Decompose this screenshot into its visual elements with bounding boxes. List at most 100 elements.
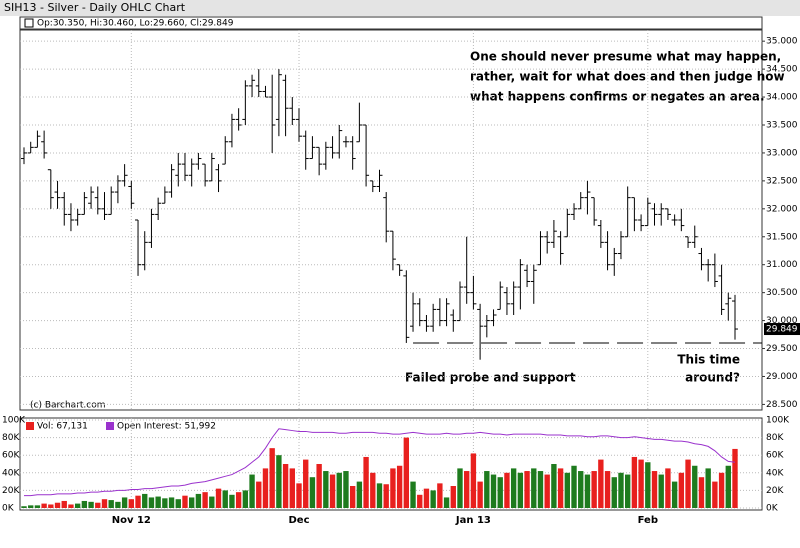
annotation: rather, wait for what does and then judg… — [470, 70, 785, 84]
volume-bar — [376, 483, 383, 508]
volume-bar — [162, 498, 168, 508]
annotation: One should never presume what may happen… — [470, 50, 781, 64]
x-tick-label: Feb — [638, 515, 658, 526]
volume-bar — [437, 483, 443, 508]
x-tick-label: Jan 13 — [455, 515, 491, 526]
volume-bar — [34, 505, 41, 508]
volume-bar — [510, 468, 517, 508]
volume-bar — [417, 494, 423, 508]
volume-bar — [557, 468, 564, 508]
oi-swatch — [106, 422, 114, 430]
volume-bar — [396, 465, 403, 508]
volume-bar — [349, 486, 356, 508]
volume-bar — [712, 481, 718, 508]
last-price-tag — [764, 323, 800, 336]
volume-bar — [403, 437, 410, 508]
volume-tick-label: 40K — [2, 468, 20, 478]
volume-bar — [698, 477, 705, 508]
volume-bar — [524, 471, 530, 508]
oi-legend: Open Interest: 51,992 — [117, 422, 216, 432]
volume-tick-label: 40K — [766, 468, 784, 478]
volume-bar — [215, 488, 222, 508]
volume-bar — [135, 495, 141, 508]
volume-bar — [497, 477, 503, 508]
x-tick-label: Dec — [289, 515, 310, 526]
volume-bar — [564, 472, 570, 508]
volume-bar — [531, 468, 537, 508]
volume-bar — [168, 497, 175, 508]
title-bar — [0, 0, 800, 16]
volume-bar — [115, 501, 121, 508]
annotation: around? — [685, 371, 740, 385]
volume-bar — [578, 471, 584, 508]
volume-bar — [504, 472, 510, 508]
volume-bar — [316, 464, 322, 508]
volume-legend: Vol: 67,131 — [37, 422, 88, 432]
y-tick-label: 33.000 — [766, 148, 798, 158]
volume-bar — [121, 497, 128, 508]
price-header — [19, 16, 763, 30]
x-tick-label: Nov 12 — [112, 515, 151, 526]
annotation: This time — [677, 353, 740, 367]
volume-bar — [229, 494, 235, 508]
volume-bar — [457, 468, 463, 508]
volume-bar — [74, 503, 81, 508]
volume-bar — [551, 464, 557, 508]
volume-bar — [430, 490, 436, 508]
volume-bar — [296, 483, 302, 508]
annotation: what happens confirms or negates an area… — [470, 90, 765, 104]
volume-bar — [256, 481, 262, 508]
y-tick-label: 31.000 — [766, 260, 798, 270]
volume-bar — [343, 471, 349, 508]
volume-tick-label: 80K — [766, 433, 784, 443]
ohlc-legend: Op:30.350, Hi:30.460, Lo:29.660, Cl:29.8… — [37, 19, 234, 29]
volume-bar — [41, 503, 47, 508]
volume-bar — [598, 459, 604, 508]
volume-bar — [21, 506, 27, 508]
volume-bar — [517, 472, 524, 508]
volume-bar — [591, 471, 597, 508]
volume-bar — [61, 500, 67, 508]
y-tick-label: 30.000 — [766, 316, 798, 326]
annotation: Failed probe and support — [405, 371, 576, 385]
volume-bar — [81, 500, 88, 508]
last-price-label: 29.849 — [766, 325, 798, 335]
volume-bar — [651, 471, 658, 508]
volume-bar — [222, 490, 228, 508]
volume-bar — [128, 499, 135, 508]
volume-tick-label: 100K — [2, 416, 26, 426]
volume-bar — [242, 490, 249, 508]
volume-bar — [718, 472, 725, 508]
volume-bar — [618, 472, 624, 508]
volume-bar — [685, 459, 691, 508]
volume-tick-label: 0K — [2, 504, 15, 514]
volume-swatch — [26, 422, 34, 430]
volume-bar — [202, 492, 208, 508]
volume-bar — [450, 486, 456, 508]
volume-bar — [155, 496, 161, 508]
volume-bar — [148, 497, 155, 508]
volume-bar — [390, 468, 396, 508]
y-tick-label: 32.500 — [766, 176, 798, 186]
y-tick-label: 34.500 — [766, 65, 798, 75]
volume-bar — [537, 471, 544, 508]
volume-tick-label: 60K — [2, 451, 20, 461]
volume-bar — [276, 455, 282, 508]
chart-title: SIH13 - Silver - Daily OHLC Chart — [4, 1, 186, 14]
volume-bar — [249, 474, 255, 508]
volume-bar — [470, 453, 477, 508]
volume-bar — [195, 493, 202, 508]
volume-tick-label: 20K — [2, 486, 20, 496]
volume-bar — [584, 474, 591, 508]
volume-bar — [54, 502, 61, 508]
y-tick-label: 32.000 — [766, 204, 798, 214]
volume-bar — [658, 474, 664, 508]
volume-bar — [631, 456, 638, 508]
volume-bar — [423, 488, 430, 508]
volume-bar — [356, 481, 363, 508]
volume-bar — [692, 465, 698, 508]
volume-bar — [671, 481, 678, 508]
volume-bar — [484, 471, 490, 508]
y-tick-label: 31.500 — [766, 232, 798, 242]
